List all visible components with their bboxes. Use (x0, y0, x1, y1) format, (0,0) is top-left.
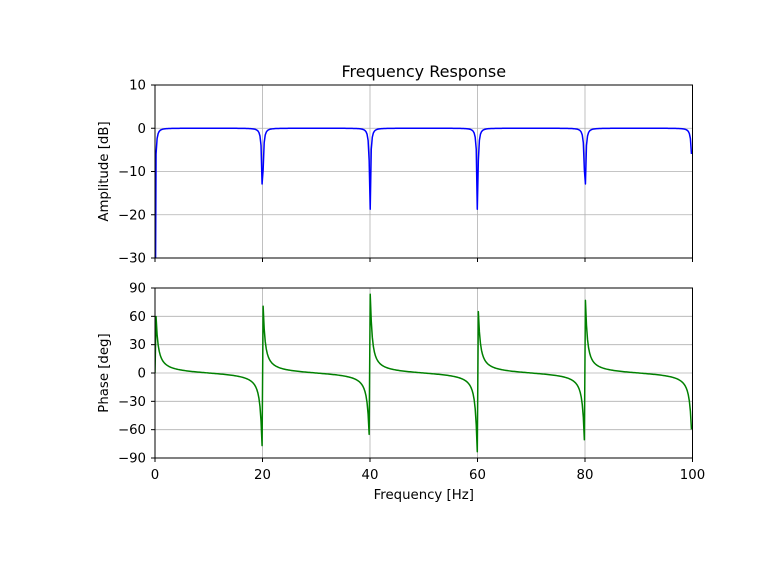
y-tick-label: −30 (118, 252, 146, 267)
y-tick-label: 0 (138, 122, 146, 137)
x-axis-label: Frequency [Hz] (374, 488, 474, 503)
y-tick-label: −10 (118, 165, 146, 180)
y-tick-label: 60 (129, 310, 146, 325)
x-tick-label: 40 (362, 468, 379, 483)
y-tick-label: −90 (118, 452, 146, 467)
amplitude-subplot: 10 0 −10 −20 −30 (118, 79, 693, 267)
amplitude-curve (155, 127, 693, 258)
x-tick-label: 100 (680, 468, 705, 483)
y-tick-label: −60 (118, 423, 146, 438)
y-tick-label: 30 (129, 338, 146, 353)
y-tick-label: 90 (129, 282, 146, 297)
phase-subplot: 0 20 40 60 80 100 90 60 30 0 −30 −60 −90 (118, 282, 705, 484)
y-tick-label: −30 (118, 395, 146, 410)
x-tick-label: 80 (577, 468, 594, 483)
x-tick-label: 20 (254, 468, 271, 483)
y-tick-label: 0 (138, 367, 146, 382)
y-tick-label: 10 (129, 79, 146, 94)
phase-y-axis-label: Phase [deg] (97, 333, 112, 412)
x-tick-label: 0 (151, 468, 159, 483)
x-tick-label: 60 (469, 468, 486, 483)
y-tick-label: −20 (118, 208, 146, 223)
phase-curve (155, 293, 693, 453)
amplitude-y-axis-label: Amplitude [dB] (97, 121, 112, 221)
figure-title: Frequency Response (341, 62, 506, 81)
